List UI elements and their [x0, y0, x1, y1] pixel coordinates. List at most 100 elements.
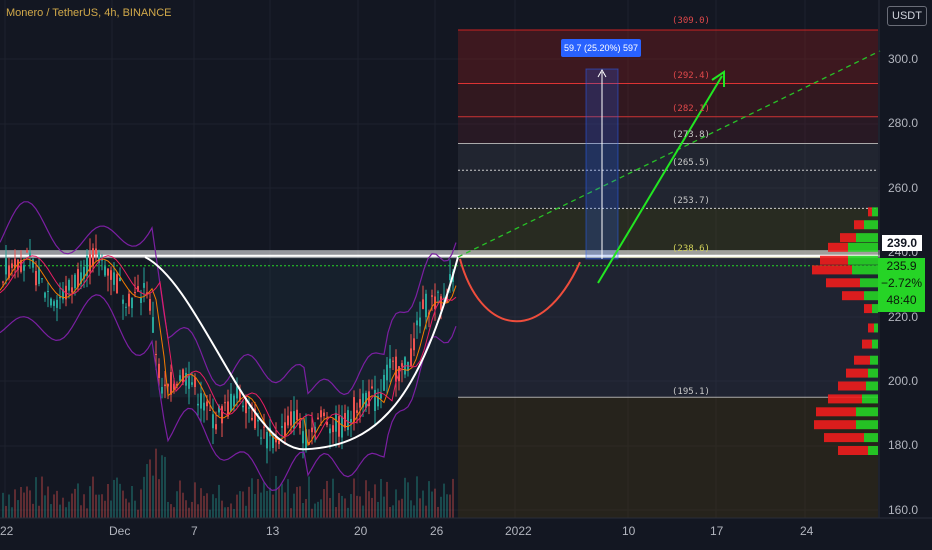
volume-bar [125, 498, 127, 518]
volume-profile-up [864, 433, 878, 443]
candle-body [203, 402, 205, 411]
volume-bar [59, 504, 61, 518]
volume-bar [155, 448, 157, 518]
candle-body [77, 269, 79, 287]
candle-body [197, 403, 199, 406]
cup-curve [144, 256, 459, 451]
arrow-up-icon [597, 68, 607, 78]
candle-body [329, 428, 331, 434]
candle-body [224, 402, 226, 404]
volume-bar [65, 507, 67, 518]
volume-bar [92, 476, 94, 518]
candle-body [287, 415, 289, 426]
price-change: −2.72% [880, 276, 923, 290]
candle-body [53, 301, 55, 306]
volume-bar [224, 507, 226, 518]
volume-bar [47, 486, 49, 518]
volume-bar [80, 505, 82, 518]
fib-label: (195.1) [672, 387, 710, 397]
candle-body [305, 429, 307, 450]
candle-body [98, 252, 100, 263]
volume-bar [437, 506, 439, 518]
candle-body [179, 375, 181, 381]
candle-body [8, 265, 10, 278]
volume-bar [68, 501, 70, 518]
candle-body [413, 338, 415, 351]
volume-bar [26, 486, 28, 518]
fib-zone [458, 29, 878, 84]
fib-label: (253.7) [672, 196, 710, 206]
candle-body [5, 258, 7, 275]
volume-bar [344, 498, 346, 518]
volume-bar [407, 482, 409, 518]
volume-profile-up [864, 220, 878, 230]
volume-bar [38, 505, 40, 518]
candle-body [350, 419, 352, 423]
candle-body [80, 272, 82, 284]
volume-profile-up [872, 207, 878, 217]
volume-bar [284, 492, 286, 518]
candle-body [332, 425, 334, 433]
volume-bar [431, 491, 433, 518]
current-price-box: 235.9 −2.72% 48:40 [878, 258, 925, 312]
volume-profile-down [864, 304, 872, 314]
volume-bar [308, 476, 310, 518]
candle-body [377, 395, 379, 407]
volume-bar [386, 481, 388, 518]
candle-body [278, 440, 280, 445]
volume-bar [77, 483, 79, 518]
volume-bar [395, 489, 397, 518]
candle-body [20, 260, 22, 272]
volume-bar [251, 478, 253, 518]
candle-body [236, 386, 238, 399]
measure-label[interactable]: 59.7 (25.20%) 597 [561, 39, 641, 57]
candle-body [134, 292, 136, 294]
candle-body [170, 372, 172, 395]
volume-bar [215, 498, 217, 518]
moving-average-slow [0, 255, 457, 441]
volume-profile-up [856, 233, 878, 243]
candle-body [233, 395, 235, 407]
volume-bar [419, 498, 421, 518]
candle-body [257, 419, 259, 422]
candle-body [122, 299, 124, 304]
volume-bar [74, 488, 76, 518]
currency-button[interactable]: USDT [887, 6, 927, 26]
candle-body [218, 405, 220, 413]
volume-profile-up [860, 278, 878, 288]
candle-body [146, 292, 148, 294]
price-tick: 300.0 [888, 52, 919, 66]
volume-bar [110, 500, 112, 518]
symbol-title[interactable]: Monero / TetherUS, 4h, BINANCE [6, 7, 172, 19]
candle-body [191, 382, 193, 385]
volume-bar [287, 479, 289, 518]
time-tick: 10 [622, 524, 636, 538]
candle-body [437, 291, 439, 293]
candle-body [338, 416, 340, 437]
volume-bar [314, 503, 316, 518]
volume-bar [218, 484, 220, 518]
volume-bar [17, 500, 19, 518]
candle-body [158, 363, 160, 379]
volume-bar [2, 492, 4, 518]
volume-bar [206, 493, 208, 518]
volume-profile-down [842, 291, 864, 301]
volume-bar [245, 505, 247, 518]
candle-body [299, 421, 301, 429]
candle-body [86, 255, 88, 276]
candle-body [194, 377, 196, 388]
volume-bar [122, 490, 124, 518]
volume-bar [446, 494, 448, 518]
candle-body [431, 295, 433, 297]
volume-bar [248, 486, 250, 518]
time-tick: 24 [800, 524, 814, 538]
candle-body [89, 253, 91, 272]
time-tick: 17 [710, 524, 724, 538]
volume-bar [260, 492, 262, 518]
volume-bar [119, 483, 121, 518]
candle-body [44, 292, 46, 298]
volume-bar [182, 492, 184, 518]
volume-bar [179, 480, 181, 518]
candle-body [320, 410, 322, 418]
